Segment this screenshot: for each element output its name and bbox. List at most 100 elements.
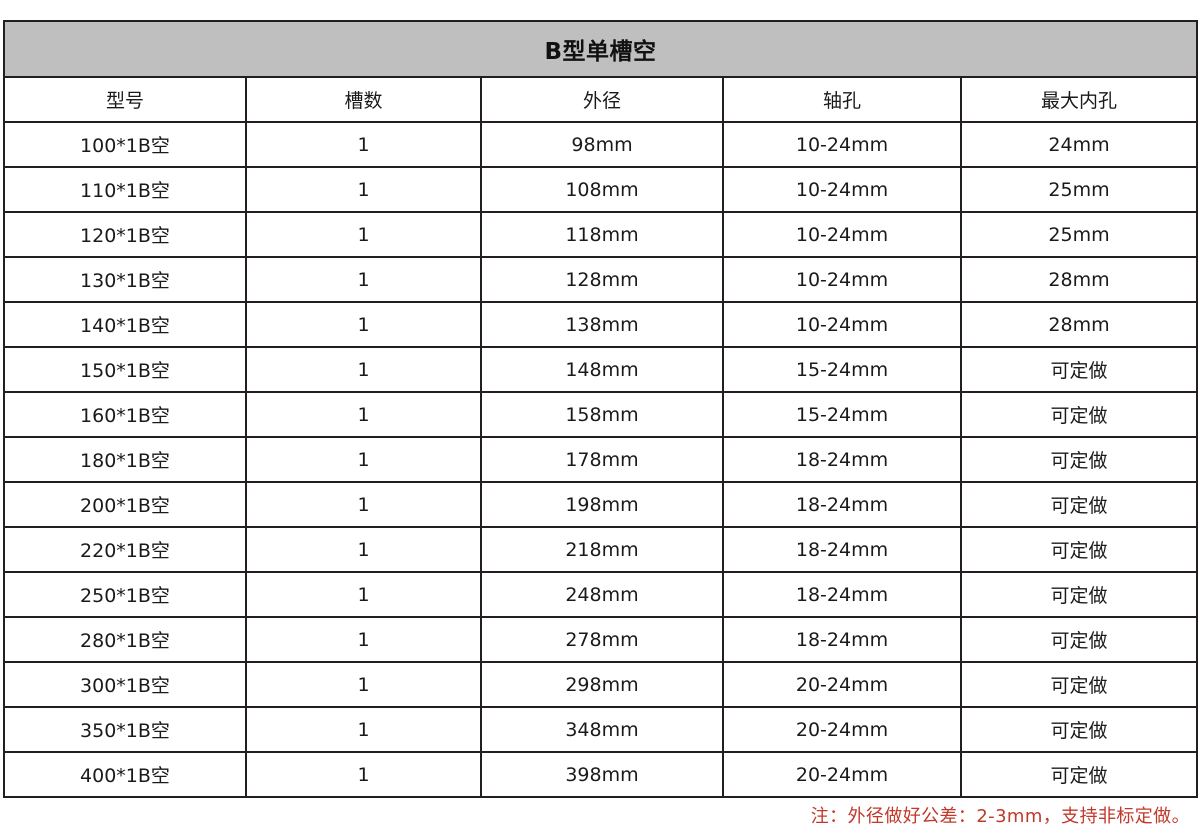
cell-max-bore: 可定做: [959, 706, 1199, 753]
cell-outer-diameter: 128mm: [480, 256, 724, 303]
cell-model: 120*1B空: [3, 211, 247, 258]
cell-shaft-bore: 10-24mm: [722, 121, 962, 168]
cell-model: 140*1B空: [3, 301, 247, 348]
cell-grooves: 1: [245, 706, 482, 753]
cell-grooves: 1: [245, 346, 482, 393]
cell-shaft-bore: 20-24mm: [722, 661, 962, 708]
cell-shaft-bore: 10-24mm: [722, 256, 962, 303]
table-row: 300*1B空 1 298mm 20-24mm 可定做: [3, 661, 1199, 708]
cell-outer-diameter: 108mm: [480, 166, 724, 213]
specification-table: B型单槽空 型号 槽数 外径 轴孔 最大内孔 100*1B空 1 98mm 10-24…: [2, 20, 1199, 798]
table-header: B型单槽空 型号 槽数 外径 轴孔 最大内孔: [2, 20, 1199, 123]
cell-outer-diameter: 98mm: [480, 121, 724, 168]
cell-model: 150*1B空: [3, 346, 247, 393]
cell-outer-diameter: 298mm: [480, 661, 724, 708]
cell-outer-diameter: 148mm: [480, 346, 724, 393]
cell-max-bore: 24mm: [959, 121, 1199, 168]
column-header-model: 型号: [3, 76, 247, 123]
cell-max-bore: 可定做: [959, 616, 1199, 663]
table-row: 180*1B空 1 178mm 18-24mm 可定做: [3, 436, 1199, 483]
cell-max-bore: 可定做: [959, 526, 1199, 573]
cell-max-bore: 可定做: [959, 661, 1199, 708]
table-row: 220*1B空 1 218mm 18-24mm 可定做: [3, 526, 1199, 573]
cell-model: 350*1B空: [3, 706, 247, 753]
cell-max-bore: 可定做: [959, 751, 1199, 798]
cell-outer-diameter: 398mm: [480, 751, 724, 798]
cell-outer-diameter: 198mm: [480, 481, 724, 528]
table-row: 140*1B空 1 138mm 10-24mm 28mm: [3, 301, 1199, 348]
cell-shaft-bore: 18-24mm: [722, 616, 962, 663]
cell-grooves: 1: [245, 211, 482, 258]
column-header-outer-diameter: 外径: [480, 76, 724, 123]
cell-max-bore: 可定做: [959, 481, 1199, 528]
cell-outer-diameter: 248mm: [480, 571, 724, 618]
table-row: 400*1B空 1 398mm 20-24mm 可定做: [3, 751, 1199, 798]
cell-max-bore: 可定做: [959, 391, 1199, 438]
cell-outer-diameter: 348mm: [480, 706, 724, 753]
cell-model: 400*1B空: [3, 751, 247, 798]
cell-max-bore: 可定做: [959, 436, 1199, 483]
cell-grooves: 1: [245, 121, 482, 168]
cell-shaft-bore: 15-24mm: [722, 391, 962, 438]
table-row: 100*1B空 1 98mm 10-24mm 24mm: [3, 121, 1199, 168]
cell-max-bore: 28mm: [959, 256, 1199, 303]
table-row: 200*1B空 1 198mm 18-24mm 可定做: [3, 481, 1199, 528]
cell-max-bore: 25mm: [959, 166, 1199, 213]
table-row: 250*1B空 1 248mm 18-24mm 可定做: [3, 571, 1199, 618]
column-header-grooves: 槽数: [245, 76, 482, 123]
cell-model: 300*1B空: [3, 661, 247, 708]
table-row: 150*1B空 1 148mm 15-24mm 可定做: [3, 346, 1199, 393]
table-column-header-row: 型号 槽数 外径 轴孔 最大内孔: [3, 76, 1199, 123]
cell-max-bore: 25mm: [959, 211, 1199, 258]
cell-grooves: 1: [245, 391, 482, 438]
footnote-note: 注：外径做好公差：2-3mm，支持非标定做。: [810, 806, 1190, 827]
cell-grooves: 1: [245, 661, 482, 708]
column-header-shaft-bore: 轴孔: [722, 76, 962, 123]
cell-outer-diameter: 278mm: [480, 616, 724, 663]
cell-outer-diameter: 158mm: [480, 391, 724, 438]
cell-grooves: 1: [245, 256, 482, 303]
table-title: B型单槽空: [2, 20, 1199, 78]
cell-model: 200*1B空: [3, 481, 247, 528]
cell-outer-diameter: 138mm: [480, 301, 724, 348]
cell-shaft-bore: 20-24mm: [722, 706, 962, 753]
cell-grooves: 1: [245, 616, 482, 663]
table-title-row: B型单槽空: [2, 20, 1199, 78]
cell-model: 110*1B空: [3, 166, 247, 213]
cell-max-bore: 28mm: [959, 301, 1199, 348]
cell-shaft-bore: 18-24mm: [722, 526, 962, 573]
table-row: 130*1B空 1 128mm 10-24mm 28mm: [3, 256, 1199, 303]
cell-grooves: 1: [245, 526, 482, 573]
table-row: 120*1B空 1 118mm 10-24mm 25mm: [3, 211, 1199, 258]
cell-shaft-bore: 10-24mm: [722, 301, 962, 348]
cell-shaft-bore: 15-24mm: [722, 346, 962, 393]
cell-shaft-bore: 18-24mm: [722, 571, 962, 618]
table-row: 350*1B空 1 348mm 20-24mm 可定做: [3, 706, 1199, 753]
cell-grooves: 1: [245, 481, 482, 528]
table-row: 160*1B空 1 158mm 15-24mm 可定做: [3, 391, 1199, 438]
cell-shaft-bore: 18-24mm: [722, 481, 962, 528]
cell-grooves: 1: [245, 751, 482, 798]
cell-shaft-bore: 18-24mm: [722, 436, 962, 483]
cell-model: 130*1B空: [3, 256, 247, 303]
cell-model: 160*1B空: [3, 391, 247, 438]
page-sheet: B型单槽空 型号 槽数 外径 轴孔 最大内孔 100*1B空 1 98mm 10-24…: [2, 20, 1199, 827]
cell-grooves: 1: [245, 571, 482, 618]
cell-model: 100*1B空: [3, 121, 247, 168]
cell-grooves: 1: [245, 166, 482, 213]
table-body: 100*1B空 1 98mm 10-24mm 24mm 110*1B空 1 108mm 10-2…: [3, 121, 1199, 798]
cell-model: 250*1B空: [3, 571, 247, 618]
cell-grooves: 1: [245, 436, 482, 483]
cell-model: 180*1B空: [3, 436, 247, 483]
cell-shaft-bore: 10-24mm: [722, 211, 962, 258]
cell-outer-diameter: 218mm: [480, 526, 724, 573]
cell-model: 220*1B空: [3, 526, 247, 573]
cell-shaft-bore: 10-24mm: [722, 166, 962, 213]
cell-shaft-bore: 20-24mm: [722, 751, 962, 798]
column-header-max-bore: 最大内孔: [959, 76, 1199, 123]
cell-max-bore: 可定做: [959, 346, 1199, 393]
cell-model: 280*1B空: [3, 616, 247, 663]
cell-outer-diameter: 118mm: [480, 211, 724, 258]
table-row: 110*1B空 1 108mm 10-24mm 25mm: [3, 166, 1199, 213]
table-row: 280*1B空 1 278mm 18-24mm 可定做: [3, 616, 1199, 663]
